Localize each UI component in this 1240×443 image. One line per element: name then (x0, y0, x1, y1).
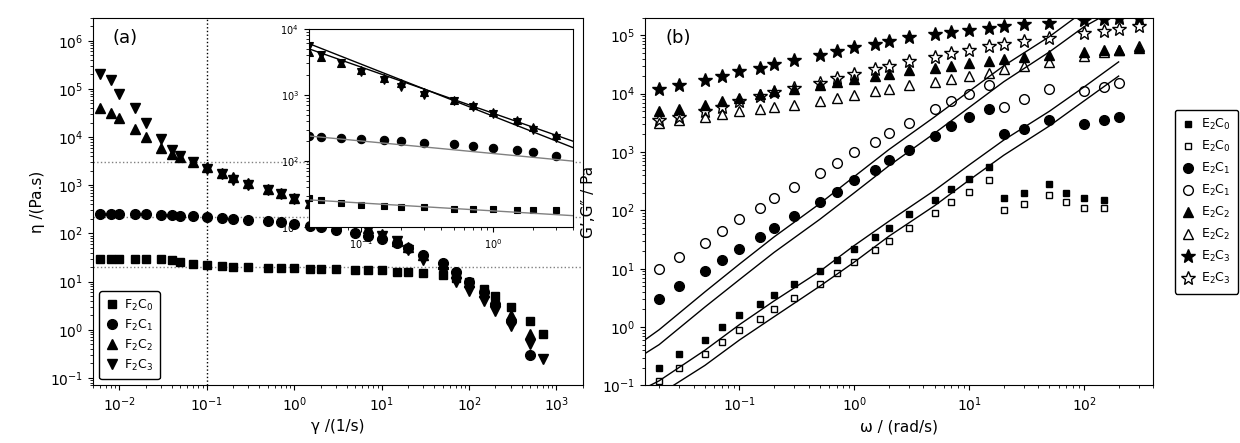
Legend: F$_2$C$_0$, F$_2$C$_1$, F$_2$C$_2$, F$_2$C$_3$: F$_2$C$_0$, F$_2$C$_1$, F$_2$C$_2$, F$_2… (99, 291, 160, 379)
Text: (b): (b) (665, 29, 691, 47)
X-axis label: γ /(1/s): γ /(1/s) (311, 419, 365, 434)
Text: (a): (a) (113, 29, 138, 47)
Y-axis label: η /(Pa.s): η /(Pa.s) (30, 171, 45, 233)
X-axis label: ω / (rad/s): ω / (rad/s) (861, 419, 937, 434)
Legend: E$_2$C$_0$, E$_2$C$_0$, E$_2$C$_1$, E$_2$C$_1$, E$_2$C$_2$, E$_2$C$_2$, E$_2$C$_: E$_2$C$_0$, E$_2$C$_0$, E$_2$C$_1$, E$_2… (1174, 109, 1239, 294)
Y-axis label: G’,G″ / Pa: G’,G″ / Pa (582, 166, 596, 237)
